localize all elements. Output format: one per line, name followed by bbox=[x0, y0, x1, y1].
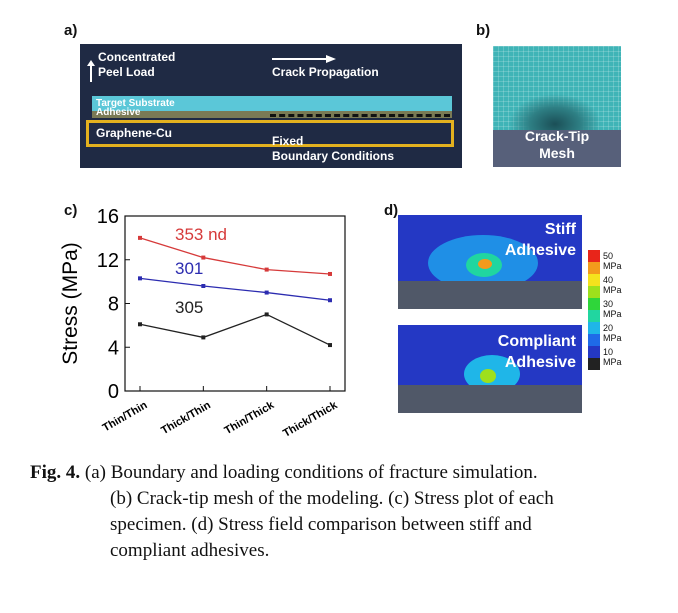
data-point bbox=[264, 267, 269, 272]
mesh-label-1: Crack-Tip bbox=[524, 128, 590, 144]
mesh-label-2: Mesh bbox=[539, 145, 575, 161]
scale-label: 50 MPa bbox=[603, 251, 622, 271]
load-label-1: Concentrated bbox=[98, 50, 176, 64]
scale-swatch bbox=[588, 322, 600, 334]
scale-swatch bbox=[588, 286, 600, 298]
fixed-label-1: Fixed bbox=[272, 134, 304, 148]
x-tick-label: Thick/Thick bbox=[281, 399, 340, 440]
panel-a-label: a) bbox=[64, 22, 78, 39]
data-point bbox=[328, 271, 332, 276]
caption-line-3: specimen. (d) Stress field comparison be… bbox=[110, 514, 532, 535]
scale-swatch bbox=[588, 346, 600, 358]
stress-blob-core bbox=[480, 369, 496, 383]
series-label: 305 bbox=[175, 298, 203, 317]
crack-dash-line bbox=[270, 114, 450, 117]
scale-swatch bbox=[588, 250, 600, 262]
y-tick-label: 4 bbox=[108, 337, 119, 359]
series-label: 353 nd bbox=[175, 225, 227, 244]
figure-number: Fig. 4. bbox=[30, 462, 81, 483]
adhesive-label: Adhesive bbox=[96, 107, 141, 118]
compliant-label-1: Compliant bbox=[497, 333, 576, 350]
data-point bbox=[138, 276, 142, 281]
scale-swatch bbox=[588, 358, 600, 370]
substrate bbox=[398, 281, 582, 309]
stress-blob-core bbox=[478, 259, 492, 269]
data-point bbox=[201, 284, 206, 288]
crack-propagation-label: Crack Propagation bbox=[272, 65, 379, 79]
series-line bbox=[139, 237, 331, 275]
mesh-substrate bbox=[493, 130, 621, 167]
data-point bbox=[201, 255, 206, 260]
data-point bbox=[264, 312, 269, 317]
up-arrow-icon bbox=[87, 60, 95, 82]
crack-tip-mesh-image: Crack-Tip Mesh bbox=[493, 46, 621, 167]
figure-caption: Fig. 4. (a) Boundary and loading conditi… bbox=[30, 460, 658, 564]
stiff-adhesive-label: Stiff Adhesive bbox=[505, 219, 576, 261]
y-tick-label: 12 bbox=[97, 250, 119, 272]
series-line bbox=[139, 313, 331, 346]
scale-label: 10 MPa bbox=[603, 347, 622, 367]
data-point bbox=[328, 298, 332, 303]
compliant-adhesive-label: Compliant Adhesive bbox=[498, 331, 576, 373]
graphene-cu-layer bbox=[86, 120, 454, 147]
scale-label: 20 MPa bbox=[603, 323, 622, 343]
panel-b-label: b) bbox=[476, 22, 491, 39]
plot-frame bbox=[124, 215, 346, 392]
data-point bbox=[328, 343, 332, 348]
caption-line-4: compliant adhesives. bbox=[110, 540, 270, 561]
stiff-label-1: Stiff bbox=[544, 221, 576, 238]
x-tick-label: Thick/Thin bbox=[159, 399, 213, 437]
scale-swatch bbox=[588, 310, 600, 322]
load-label-2: Peel Load bbox=[98, 65, 155, 79]
panel-d-label: d) bbox=[384, 202, 399, 219]
data-point bbox=[138, 235, 142, 240]
target-substrate-layer bbox=[92, 96, 452, 111]
boundary-conditions-schematic: Concentrated Peel Load Crack Propagation… bbox=[80, 44, 462, 168]
y-tick-label: 0 bbox=[108, 381, 119, 403]
data-point bbox=[138, 322, 142, 327]
data-point bbox=[201, 335, 206, 340]
mesh-label: Crack-Tip Mesh bbox=[493, 128, 621, 162]
series-label: 301 bbox=[175, 259, 203, 278]
right-arrow-icon bbox=[272, 55, 336, 63]
stress-line-chart: 0 4 8 12 16 Stress (MPa) Thin/Thin Thick/Thin Th… bbox=[59, 206, 346, 440]
caption-line-2: (b) Crack-tip mesh of the modeling. (c) … bbox=[110, 488, 554, 509]
panel-c-label: c) bbox=[64, 202, 78, 219]
x-tick-label: Thin/Thick bbox=[223, 399, 277, 437]
series-line bbox=[139, 277, 331, 301]
x-tick-label: Thin/Thin bbox=[101, 399, 150, 434]
scale-label: 40 MPa bbox=[603, 275, 622, 295]
target-substrate-label: Target Substrate bbox=[96, 98, 175, 109]
scale-swatch bbox=[588, 298, 600, 310]
y-tick-label: 16 bbox=[97, 206, 119, 228]
scale-swatch bbox=[588, 274, 600, 286]
caption-text-1: (a) Boundary and loading conditions of f… bbox=[84, 462, 538, 483]
stiff-adhesive-stress-field: Stiff Adhesive bbox=[398, 215, 582, 309]
y-axis-label: Stress (MPa) bbox=[59, 242, 82, 365]
data-point bbox=[264, 290, 269, 295]
compliant-label-2: Adhesive bbox=[504, 354, 576, 371]
stiff-label-2: Adhesive bbox=[504, 242, 576, 259]
caption-line-1: Fig. 4. (a) Boundary and loading conditi… bbox=[30, 462, 538, 483]
scale-label: 30 MPa bbox=[603, 299, 622, 319]
scale-swatch bbox=[588, 262, 600, 274]
scale-swatch bbox=[588, 334, 600, 346]
graphene-cu-label: Graphene-Cu bbox=[96, 126, 173, 140]
y-tick-label: 8 bbox=[108, 294, 119, 316]
fixed-label-2: Boundary Conditions bbox=[272, 149, 394, 163]
compliant-adhesive-stress-field: Compliant Adhesive bbox=[398, 325, 582, 413]
substrate bbox=[398, 385, 582, 413]
